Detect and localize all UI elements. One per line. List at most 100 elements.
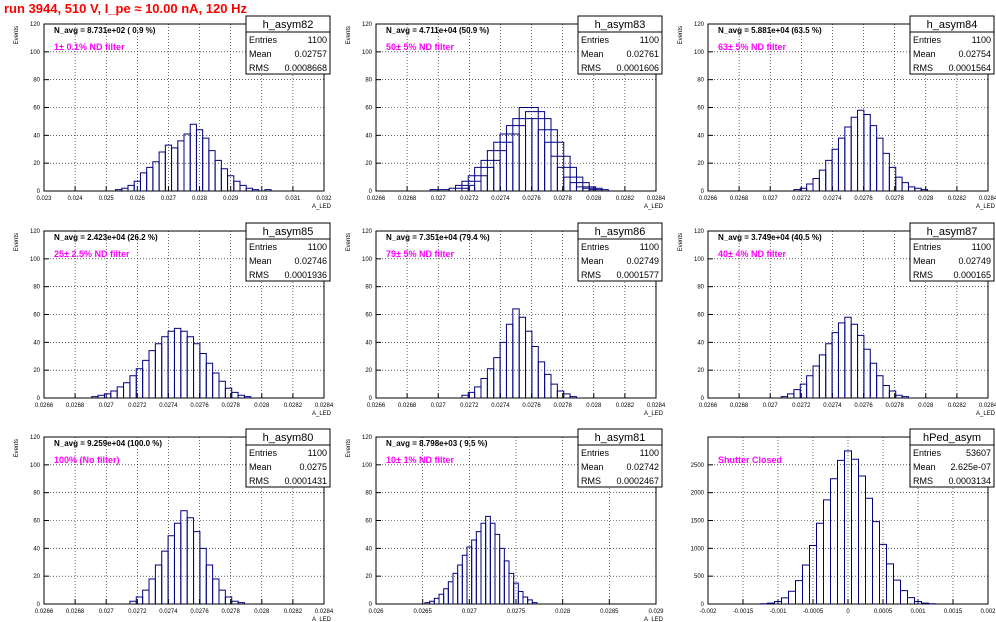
y-tick-label: 60	[697, 106, 704, 112]
y-tick-label: 0	[701, 602, 705, 608]
histogram-panel: 0.023 0.024 0.025 0.026 0.027 0.028 0.029 0.03 0…	[14, 15, 332, 210]
stats-key: Mean	[581, 462, 604, 472]
x-tick-label: 0.0282	[284, 609, 303, 615]
stats-key: Entries	[249, 35, 278, 45]
stats-title: h_asym87	[927, 226, 978, 238]
stats-title: h_asym80	[263, 432, 314, 444]
histogram-bin	[237, 602, 245, 604]
histogram-bin	[251, 189, 260, 191]
stats-key: Mean	[581, 256, 604, 266]
x-tick-label: 0.028	[192, 196, 208, 202]
x-tick-label: 0	[846, 609, 850, 615]
stats-key: Entries	[249, 242, 278, 252]
y-tick-label: 0	[369, 396, 373, 402]
x-tick-label: 0.0276	[522, 403, 541, 409]
y-tick-label: 60	[33, 313, 40, 319]
y-tick-label: 20	[697, 368, 704, 374]
y-tick-label: 0	[37, 189, 41, 195]
y-tick-label: 0	[369, 189, 373, 195]
x-tick-label: 0.0268	[66, 609, 85, 615]
y-axis-label: Events	[678, 26, 684, 44]
y-tick-label: 120	[30, 435, 41, 441]
stats-value: 0.0275	[299, 462, 327, 472]
stats-box	[909, 222, 995, 282]
filter-annotation: Shutter Closed	[718, 455, 782, 465]
y-tick-label: 20	[697, 161, 704, 167]
x-tick-label: -0.0005	[803, 609, 824, 615]
x-tick-label: 0.029	[223, 196, 239, 202]
histogram-bin	[569, 396, 577, 398]
stats-box	[577, 428, 663, 488]
stats-title: h_asym85	[263, 226, 314, 238]
y-tick-label: 0	[369, 602, 373, 608]
y-tick-label: 60	[33, 106, 40, 112]
stats-value: 0.02761	[626, 49, 659, 59]
x-tick-label: 0.03	[256, 196, 268, 202]
histogram-bin	[527, 599, 533, 604]
x-tick-label: 0.0278	[221, 609, 240, 615]
stats-value: 1100	[640, 242, 659, 252]
x-tick-label: 0.0276	[190, 609, 209, 615]
x-tick-label: -0.001	[769, 609, 787, 615]
stats-title: h_asym83	[595, 19, 646, 31]
y-tick-label: 120	[30, 22, 41, 28]
stats-value: 2.625e-07	[950, 462, 991, 472]
histogram-bin	[264, 189, 272, 191]
y-tick-label: 80	[697, 285, 704, 291]
x-tick-label: 0.0278	[553, 196, 572, 202]
x-tick-label: 0.0278	[885, 196, 904, 202]
navg-label: N_avg = 5.881e+04 (63.5 %)	[718, 26, 822, 35]
x-tick-label: 0.0266	[699, 196, 718, 202]
y-tick-label: 1500	[691, 519, 705, 525]
histogram-bin	[544, 141, 565, 191]
histogram-bin	[575, 186, 597, 191]
y-tick-label: 20	[33, 574, 40, 580]
navg-label: N_avg = 3.749e+04 (40.5 %)	[718, 233, 822, 242]
x-axis-label: A_LED	[312, 411, 332, 417]
histogram-bin	[901, 396, 909, 398]
stats-box	[245, 222, 331, 282]
histogram-bin	[556, 166, 577, 191]
y-tick-label: 100	[30, 50, 41, 56]
x-tick-label: 0.0266	[699, 403, 718, 409]
y-tick-label: 60	[33, 519, 40, 525]
x-tick-label: 0.027	[462, 609, 478, 615]
stats-title: h_asym86	[595, 226, 646, 238]
x-tick-label: 0.0278	[553, 403, 572, 409]
stats-value: 1100	[972, 35, 991, 45]
x-tick-label: 0.0274	[823, 403, 842, 409]
y-tick-label: 500	[694, 574, 705, 580]
x-tick-label: 0.0272	[128, 609, 147, 615]
y-tick-label: 40	[365, 546, 372, 552]
stats-value: 1100	[308, 448, 327, 458]
x-tick-label: 0.023	[36, 196, 52, 202]
x-tick-label: 0.0266	[367, 196, 386, 202]
x-tick-label: 0.028	[586, 196, 602, 202]
x-tick-label: 0.0278	[221, 403, 240, 409]
stats-key: RMS	[581, 270, 601, 280]
x-tick-label: 0.0276	[190, 403, 209, 409]
y-tick-label: 100	[694, 257, 705, 263]
x-tick-label: 0.0276	[854, 403, 873, 409]
stats-box	[909, 15, 995, 75]
x-tick-label: 0.0274	[491, 196, 510, 202]
run-title: run 3944, 510 V, I_pe ≈ 10.00 nA, 120 Hz	[4, 1, 247, 16]
x-tick-label: 0.031	[285, 196, 301, 202]
x-tick-label: 0.027	[161, 196, 177, 202]
x-tick-label: 0.028	[555, 609, 571, 615]
stats-value: 1100	[308, 35, 327, 45]
x-tick-label: 0.032	[316, 196, 332, 202]
stats-key: Entries	[913, 242, 942, 252]
stats-key: Entries	[581, 242, 610, 252]
y-tick-label: 20	[365, 161, 372, 167]
histogram-bin	[531, 602, 538, 604]
stats-key: Mean	[913, 462, 936, 472]
x-tick-label: 0.0268	[398, 196, 417, 202]
x-tick-label: 0.028	[254, 403, 270, 409]
x-axis-label: A_LED	[976, 204, 996, 210]
y-tick-label: 60	[365, 313, 372, 319]
stats-key: RMS	[913, 476, 933, 486]
stats-key: RMS	[581, 63, 601, 73]
x-tick-label: 0.0282	[616, 403, 635, 409]
y-tick-label: 20	[33, 161, 40, 167]
